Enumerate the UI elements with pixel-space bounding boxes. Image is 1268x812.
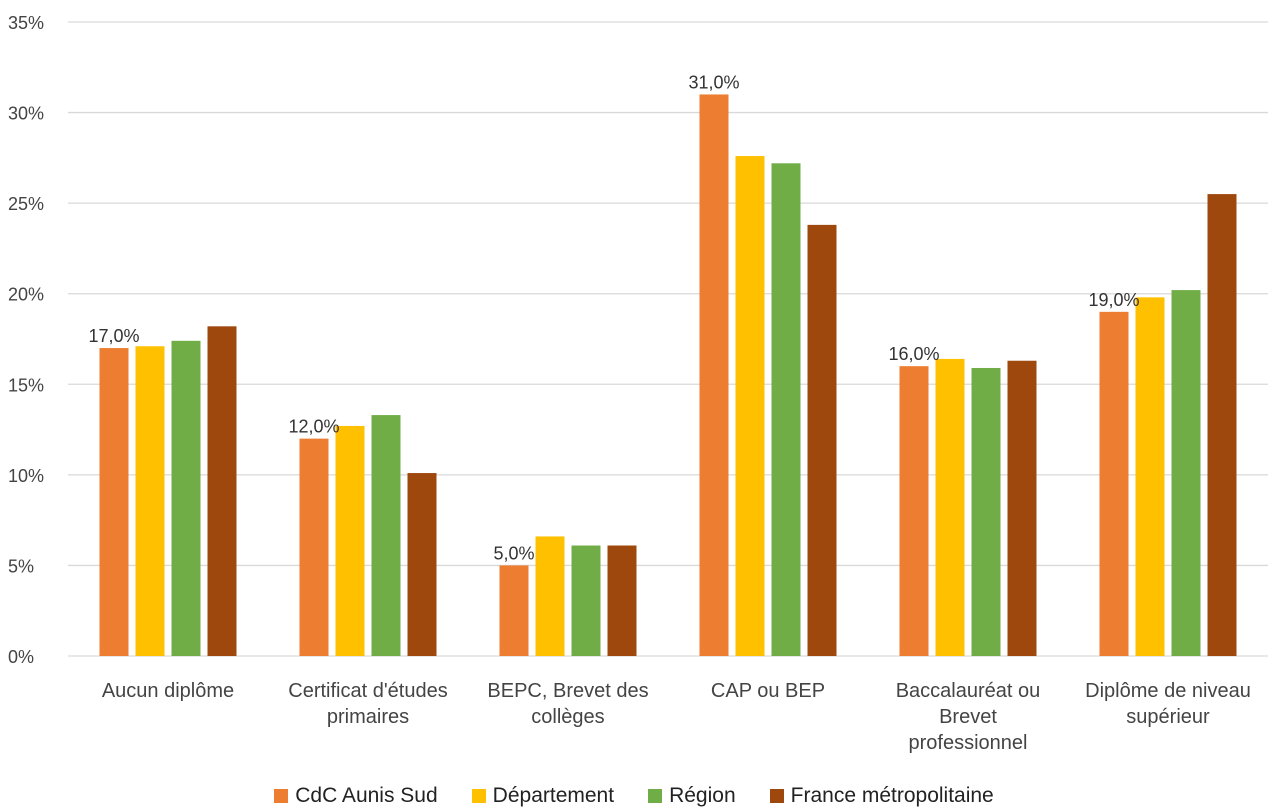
bar-france-metropolitaine-aucun-diplome — [207, 326, 237, 656]
bar-region-baccalaureat-ou-brevet-professionnel — [971, 367, 1001, 656]
legend-label-region: Région — [669, 784, 736, 807]
grid-lines — [68, 21, 1268, 657]
y-tick-label: 30% — [8, 104, 44, 124]
y-tick-label: 25% — [8, 194, 44, 214]
legend-swatch-france-metropolitaine — [769, 789, 784, 803]
y-tick-label: 5% — [8, 556, 34, 576]
data-label-cdc-aunis-sud: 16,0% — [888, 344, 939, 364]
legend-swatch-region — [648, 789, 663, 803]
legend-label-cdc-aunis-sud: CdC Aunis Sud — [295, 784, 438, 807]
x-axis-category-labels: Aucun diplôme Certificat d'études primaire… — [102, 680, 1251, 754]
bar-departement-baccalaureat-ou-brevet-professionnel — [935, 358, 965, 656]
y-tick-label: 0% — [8, 647, 34, 667]
legend-swatch-cdc-aunis-sud — [274, 789, 289, 803]
bar-region-cap-ou-bep — [771, 163, 801, 656]
legend-item-departement: Département — [471, 784, 615, 808]
bar-departement-certificat-d-etudes-primaires — [335, 425, 365, 656]
bar-cdc-aunis-sud-cap-ou-bep — [699, 94, 729, 656]
data-label-cdc-aunis-sud: 12,0% — [288, 417, 339, 437]
x-category-label: Certificat d'études primaires — [288, 680, 447, 728]
bars — [99, 94, 1237, 657]
y-tick-label: 20% — [8, 285, 44, 305]
data-label-cdc-aunis-sud: 31,0% — [688, 72, 739, 92]
bar-region-bepc-brevet-des-colleges — [571, 545, 601, 656]
x-category-label: Baccalauréat ou Brevet professionnel — [896, 680, 1041, 754]
bar-region-diplome-de-niveau-superieur — [1171, 290, 1201, 656]
bar-departement-diplome-de-niveau-superieur — [1135, 297, 1165, 656]
bar-cdc-aunis-sud-aucun-diplome — [99, 348, 129, 656]
x-category-label: BEPC, Brevet des collèges — [487, 680, 648, 728]
bar-france-metropolitaine-cap-ou-bep — [807, 224, 837, 656]
x-category-label: Aucun diplôme — [102, 680, 234, 702]
bar-cdc-aunis-sud-baccalaureat-ou-brevet-professionnel — [899, 366, 929, 656]
y-axis-tick-labels: 0% 5% 10% 15% 20% 25% 30% 35% — [8, 13, 44, 667]
legend-label-france-metropolitaine: France métropolitaine — [790, 784, 994, 807]
legend-item-region: Région — [648, 784, 736, 808]
legend-item-cdc-aunis-sud: CdC Aunis Sud — [274, 784, 438, 808]
bar-cdc-aunis-sud-diplome-de-niveau-superieur — [1099, 311, 1129, 656]
bar-cdc-aunis-sud-bepc-brevet-des-colleges — [499, 565, 529, 656]
data-label-cdc-aunis-sud: 5,0% — [493, 543, 534, 563]
legend: CdC Aunis Sud Département Région France … — [0, 784, 1268, 808]
y-tick-label: 35% — [8, 13, 44, 33]
bar-france-metropolitaine-bepc-brevet-des-colleges — [607, 545, 637, 656]
legend-item-france-metropolitaine: France métropolitaine — [769, 784, 994, 808]
bar-cdc-aunis-sud-certificat-d-etudes-primaires — [299, 438, 329, 656]
data-label-cdc-aunis-sud: 17,0% — [88, 326, 139, 346]
bar-france-metropolitaine-baccalaureat-ou-brevet-professionnel — [1007, 360, 1037, 656]
legend-label-departement: Département — [492, 784, 615, 807]
data-labels: 17,0% 12,0% 5,0% 31,0% 16,0% 19,0% — [88, 72, 1139, 563]
bar-france-metropolitaine-certificat-d-etudes-primaires — [407, 473, 437, 656]
y-tick-label: 10% — [8, 466, 44, 486]
bar-france-metropolitaine-diplome-de-niveau-superieur — [1207, 194, 1237, 657]
y-tick-label: 15% — [8, 375, 44, 395]
bar-departement-bepc-brevet-des-colleges — [535, 536, 565, 656]
x-category-label: Diplôme de niveau supérieur — [1085, 680, 1251, 728]
bar-region-certificat-d-etudes-primaires — [371, 415, 401, 656]
bar-departement-aucun-diplome — [135, 346, 165, 656]
bar-region-aucun-diplome — [171, 340, 201, 656]
data-label-cdc-aunis-sud: 19,0% — [1088, 290, 1139, 310]
x-category-label: CAP ou BEP — [711, 680, 825, 702]
legend-swatch-departement — [471, 789, 486, 803]
bar-departement-cap-ou-bep — [735, 156, 765, 656]
